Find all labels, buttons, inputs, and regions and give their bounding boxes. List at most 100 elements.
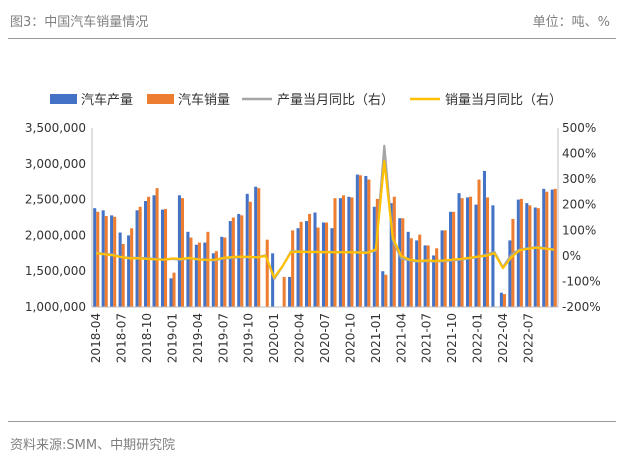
production-bar — [491, 205, 495, 307]
sales-bar — [485, 197, 490, 307]
x-tick-label: 2018-04 — [89, 313, 103, 363]
sales-bar — [291, 230, 295, 307]
y-right-tick-label: 300% — [562, 172, 596, 186]
sales-bar — [96, 211, 100, 307]
sales-bar — [511, 218, 515, 307]
x-tick-label: 2020-10 — [343, 313, 357, 363]
sales-bar — [180, 198, 185, 307]
legend-swatch — [147, 94, 174, 104]
production-bar — [415, 240, 419, 307]
y-right-tick-label: 400% — [562, 147, 596, 161]
production-bar — [533, 207, 537, 307]
y-right-tick-label: 200% — [562, 198, 596, 212]
sales-bar — [308, 213, 312, 307]
production-bar — [177, 195, 181, 307]
sales-bar — [197, 242, 201, 307]
legend-swatch — [50, 94, 77, 104]
x-tick-label: 2021-04 — [394, 313, 408, 363]
y-right-tick-label: -200% — [562, 300, 601, 314]
production-bar — [186, 231, 190, 307]
y-right-tick-label: 500% — [562, 121, 596, 135]
sales-bar — [341, 195, 345, 307]
sales-bar — [325, 222, 329, 307]
sales-bar — [231, 217, 235, 307]
production-bar — [364, 175, 368, 307]
sales-bar — [477, 179, 481, 307]
production-bar — [127, 235, 131, 307]
production-bar — [144, 201, 148, 307]
sales-bar — [240, 215, 244, 307]
production-bar — [211, 253, 215, 307]
sales-bar — [282, 276, 286, 307]
sales-bar — [418, 234, 422, 307]
production-bar — [169, 278, 173, 307]
sales-bar — [528, 205, 532, 307]
production-bar — [220, 236, 224, 307]
sales-bar — [460, 198, 464, 307]
production-bar — [203, 242, 207, 307]
production-bar — [465, 197, 470, 307]
legend-label: 销量当月同比（右） — [445, 93, 562, 108]
production-bar — [355, 174, 359, 307]
x-tick-label: 2021-10 — [445, 313, 459, 363]
sales-bar — [113, 216, 117, 307]
production-bar — [508, 240, 512, 307]
production-bar — [313, 212, 317, 307]
sales-bar — [265, 239, 269, 307]
sales-bar — [223, 237, 227, 307]
production-bar — [440, 230, 444, 307]
sales-bar — [553, 188, 557, 307]
sales-bar — [147, 196, 151, 307]
production-bar — [101, 210, 105, 307]
x-tick-label: 2019-01 — [165, 313, 179, 363]
y-right-tick-label: -100% — [562, 274, 601, 288]
production-bar — [406, 231, 410, 307]
production-bar — [389, 203, 393, 307]
production-bar — [398, 218, 402, 307]
x-tick-label: 2018-07 — [115, 313, 129, 363]
sales-bar — [138, 206, 142, 307]
production-bar — [296, 228, 300, 307]
production-bar — [516, 199, 520, 307]
sales-bar — [502, 294, 506, 307]
production-bar — [482, 170, 486, 307]
x-tick-label: 2020-07 — [318, 313, 332, 363]
unit-label: 单位：吨、% — [532, 15, 610, 30]
production-bar — [432, 255, 436, 307]
x-tick-label: 2020-04 — [293, 313, 307, 363]
y-left-tick-label: 1,000,000 — [25, 300, 86, 314]
legend-label: 汽车产量 — [81, 92, 133, 108]
sales-bar — [519, 198, 523, 307]
production-bar — [194, 244, 198, 307]
sales-bar — [155, 188, 159, 307]
x-tick-label: 2019-04 — [191, 313, 205, 363]
production-bar — [525, 203, 529, 307]
legend-label: 产量当月同比（右） — [277, 93, 394, 108]
production-bar — [237, 213, 241, 307]
y-left-tick-label: 1,500,000 — [25, 264, 86, 278]
sales-bar — [469, 196, 473, 307]
production-bar — [228, 221, 232, 307]
sales-bar — [214, 251, 218, 307]
production-bar — [254, 186, 258, 307]
y-left-tick-label: 3,000,000 — [25, 157, 86, 171]
production-bar — [305, 221, 309, 307]
y-right-tick-label: 100% — [562, 223, 596, 237]
sales-bar — [443, 230, 447, 307]
production-bar — [457, 193, 461, 307]
y-left-tick-label: 2,000,000 — [25, 228, 86, 242]
sales-bar — [401, 218, 405, 307]
production-bar — [381, 271, 385, 307]
bottom-rule — [8, 421, 616, 422]
x-tick-label: 2022-01 — [471, 313, 485, 363]
production-bar — [372, 206, 376, 307]
production-bar — [160, 209, 165, 307]
production-bar — [288, 276, 292, 307]
y-left-tick-label: 3,500,000 — [25, 121, 86, 135]
sales-bar — [367, 179, 371, 307]
sales-bar — [536, 208, 540, 307]
sales-bar — [435, 248, 439, 307]
production-bar — [499, 292, 503, 307]
production-bar — [93, 208, 97, 307]
